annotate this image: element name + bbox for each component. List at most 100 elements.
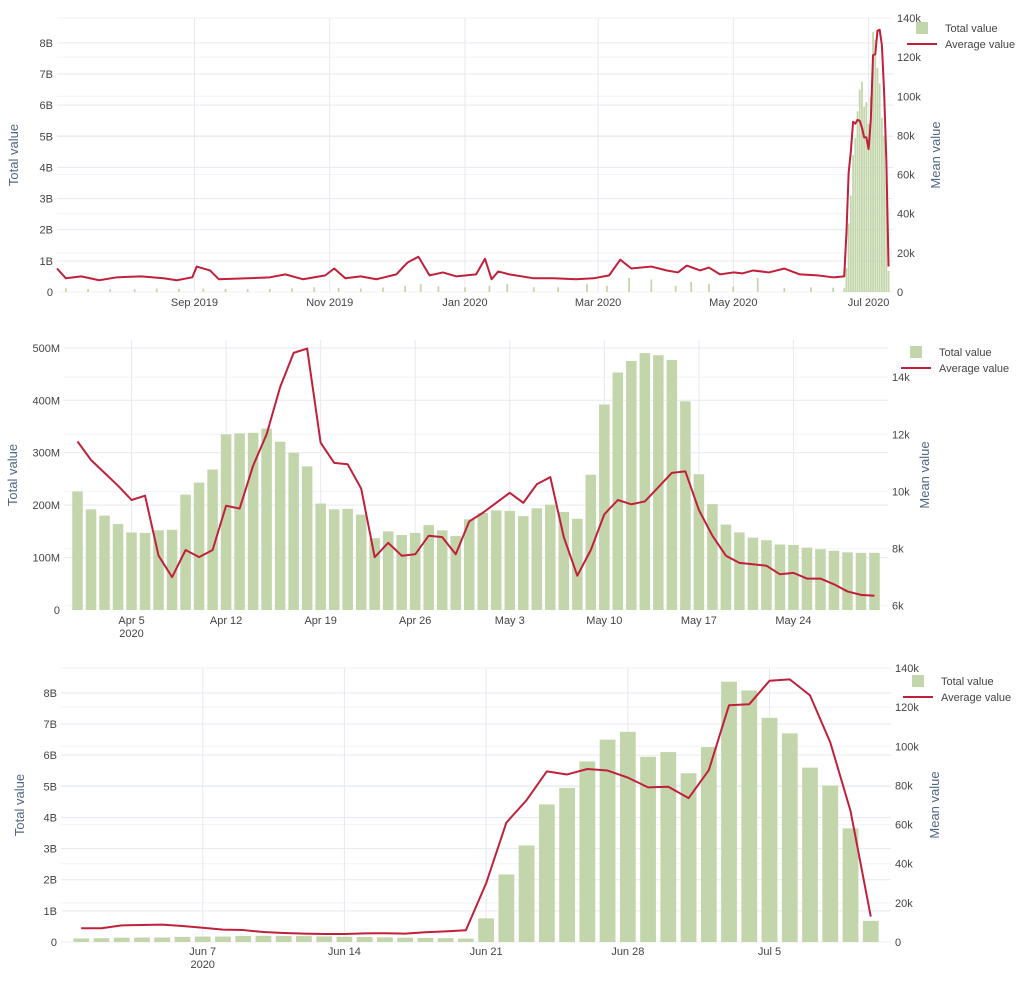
y2-tick-label: 80k [895,780,913,792]
x-tick-label: May 10 [586,615,622,627]
bar [437,938,454,942]
bar [854,137,857,292]
y2-axis-title: Mean value [917,441,932,508]
x-tick-label: Apr 19 [304,615,336,627]
bar [73,938,90,942]
bar [653,355,664,610]
bar [194,936,211,942]
bar [660,752,677,942]
y2-axis-ticks: 0 20k 40k 60k 80k 100k 120k 140k [897,13,921,299]
bar [572,518,583,610]
bar [606,285,608,292]
bar [337,287,340,292]
line-series-average-value [76,347,875,597]
bar [690,282,693,292]
bar [842,828,859,942]
bar [599,739,616,942]
legend-item[interactable]: Average value [901,363,1009,375]
bar [781,733,798,942]
bar [881,117,883,293]
y2-tick-label: 20k [897,248,915,260]
bar [477,513,489,610]
bar [506,283,509,292]
bar [878,83,881,293]
bar [545,504,556,610]
x-tick-label: Nov 2019 [306,297,353,309]
legend[interactable]: Total value Average value [903,675,1011,704]
bar [504,510,516,610]
y2-tick-label: 14k [892,372,910,384]
bar [885,178,888,292]
legend-item[interactable]: Total value [910,346,992,359]
y2-axis-title: Mean value [927,771,942,838]
bar [126,532,137,610]
bar [619,731,636,942]
bar [246,289,249,292]
bar [650,279,653,292]
bar [180,494,191,610]
bar [599,404,610,610]
y-tick-label: 500M [32,343,60,355]
y2-axis-ticks: 0 20k 40k 60k 80k 100k 120k 140k [895,663,919,949]
legend[interactable]: Total value Average value [907,22,1015,51]
x-tick-label: Jun 28 [611,946,644,958]
bar [72,491,83,610]
bar [538,804,555,942]
legend-label: Average value [941,692,1011,704]
y-tick-label: 3B [40,194,53,206]
bar [417,937,434,942]
legend-item[interactable]: Total value [912,675,994,688]
bar [856,111,859,292]
x-tick-label: Apr 26 [399,615,431,627]
y-tick-label: 0 [47,287,53,299]
y-tick-label: 5B [44,781,57,793]
y-tick-label: 4B [44,812,57,824]
bar [437,286,440,292]
y2-tick-label: 10k [892,486,910,498]
bar [680,773,697,942]
y-tick-label: 6B [44,750,57,762]
y2-axis-ticks: 6k 8k 10k 12k 14k [892,372,910,613]
bar [396,535,407,610]
bar-series-total-value [64,32,890,293]
legend[interactable]: Total value Average value [901,346,1009,375]
bar [847,223,850,292]
bar [843,288,846,292]
y-tick-label: 5B [40,131,53,143]
y-tick-label: 200M [32,500,60,512]
legend-item[interactable]: Average value [907,39,1015,51]
chart-june-july: 0 1B 2B 3B 4B 5B 6B 7B 8B 0 20k 40k 60k 80k 100k 120k 14… [12,663,1011,971]
line-series-average-value [81,678,872,935]
bar [155,288,158,292]
line-series-average-value [56,28,890,282]
x-tick-label: Apr 5 [118,615,144,627]
bar [640,756,656,942]
bar [855,552,867,610]
bar [247,432,259,610]
bar [296,936,312,942]
legend-item[interactable]: Average value [903,692,1011,704]
bar [845,268,848,292]
x-tick-label: Apr 12 [210,615,242,627]
bar [810,287,812,292]
legend-item[interactable]: Total value [916,22,998,35]
y-axis-ticks: 0 100M 200M 300M 400M 500M [32,343,60,617]
bar [832,287,835,292]
x-tick-sublabel: 2020 [119,628,143,640]
x-tick-label: Jun 21 [470,946,503,958]
bar [774,544,786,610]
y2-tick-label: 20k [895,898,913,910]
bar [498,874,515,942]
bar [788,544,799,610]
y-axis-title: Total value [6,124,21,186]
bar [355,514,367,610]
legend-swatch-bar [912,675,924,687]
chart-april-may: 0 100M 200M 300M 400M 500M 6k 8k 10k 12k 14k Apr 52… [5,340,1009,640]
y-tick-label: 400M [32,395,60,407]
bar [153,530,164,610]
bar [207,469,218,610]
bar [822,785,839,942]
bar [377,937,393,942]
x-tick-label: Jul 5 [758,946,781,958]
